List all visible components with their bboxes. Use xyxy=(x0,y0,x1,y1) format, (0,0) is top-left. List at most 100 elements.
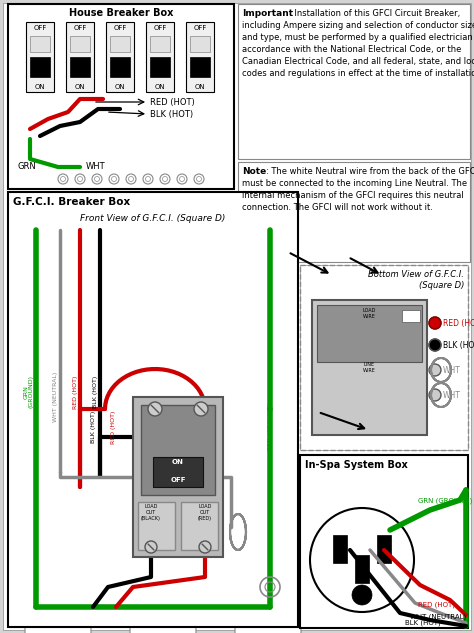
Bar xyxy=(133,397,223,557)
Bar xyxy=(190,36,210,52)
Bar xyxy=(153,457,203,487)
Text: BLK (HOT): BLK (HOT) xyxy=(405,620,441,627)
Bar xyxy=(312,300,427,435)
Text: G.F.C.I. Breaker Box: G.F.C.I. Breaker Box xyxy=(13,197,130,207)
Bar xyxy=(186,22,214,92)
Bar xyxy=(300,265,468,450)
Bar xyxy=(300,455,468,628)
Bar xyxy=(8,4,234,189)
Bar xyxy=(70,36,90,52)
Text: ON: ON xyxy=(115,84,125,90)
Text: ON: ON xyxy=(35,84,46,90)
Text: LOAD
OUT
(BLACK): LOAD OUT (BLACK) xyxy=(141,504,161,520)
Text: codes and regulations in effect at the time of installation.: codes and regulations in effect at the t… xyxy=(242,69,474,78)
Text: RED (HOT): RED (HOT) xyxy=(73,375,78,409)
Text: ON: ON xyxy=(195,84,205,90)
Circle shape xyxy=(310,508,414,612)
Text: LOAD
WIRE: LOAD WIRE xyxy=(362,308,376,319)
Text: OFF: OFF xyxy=(33,25,46,31)
FancyBboxPatch shape xyxy=(25,615,91,633)
Bar xyxy=(181,502,218,550)
Text: Important: Important xyxy=(242,9,293,18)
Text: GRN
(GROUND): GRN (GROUND) xyxy=(23,375,34,408)
Text: internal mechanism of the GFCI requires this neutral: internal mechanism of the GFCI requires … xyxy=(242,191,464,200)
Circle shape xyxy=(199,541,211,553)
Text: : Installation of this GFCI Circuit Breaker,: : Installation of this GFCI Circuit Brea… xyxy=(289,9,460,18)
Text: OFF: OFF xyxy=(170,477,186,483)
Circle shape xyxy=(429,364,441,376)
Bar xyxy=(333,535,347,563)
Circle shape xyxy=(352,585,372,605)
Circle shape xyxy=(429,317,441,329)
Text: ON: ON xyxy=(75,84,85,90)
Bar xyxy=(30,36,50,52)
Text: GRN (GROUND): GRN (GROUND) xyxy=(418,497,472,503)
Bar xyxy=(402,310,420,322)
Text: OFF: OFF xyxy=(113,25,127,31)
Text: House Breaker Box: House Breaker Box xyxy=(69,8,173,18)
Bar xyxy=(66,22,94,92)
Text: GRN: GRN xyxy=(18,162,37,171)
Bar xyxy=(30,57,50,77)
Bar xyxy=(317,305,422,362)
Bar xyxy=(70,57,90,77)
Text: Bottom View of G.F.C.I.: Bottom View of G.F.C.I. xyxy=(368,270,464,279)
Bar xyxy=(300,265,468,450)
Circle shape xyxy=(429,339,441,351)
Text: WHT: WHT xyxy=(443,366,461,375)
Circle shape xyxy=(148,402,162,416)
Text: OFF: OFF xyxy=(193,25,207,31)
Bar xyxy=(377,535,391,563)
Text: RED (HOT): RED (HOT) xyxy=(111,410,116,444)
Bar xyxy=(138,502,175,550)
Text: In-Spa System Box: In-Spa System Box xyxy=(305,460,408,470)
Circle shape xyxy=(429,389,441,401)
Text: OFF: OFF xyxy=(153,25,167,31)
Text: (Square D): (Square D) xyxy=(419,281,464,290)
Bar xyxy=(238,162,470,262)
Text: BLK (HOT): BLK (HOT) xyxy=(93,376,98,408)
Text: including Ampere sizing and selection of conductor size: including Ampere sizing and selection of… xyxy=(242,21,474,30)
Text: Front View of G.F.C.I. (Square D): Front View of G.F.C.I. (Square D) xyxy=(80,214,226,223)
Text: RED (HOT): RED (HOT) xyxy=(150,98,195,107)
Text: Canadian Electrical Code, and all federal, state, and local: Canadian Electrical Code, and all federa… xyxy=(242,57,474,66)
Text: RED (HOT): RED (HOT) xyxy=(418,602,455,608)
Bar xyxy=(26,22,54,92)
Text: GRN (GROUND): GRN (GROUND) xyxy=(268,403,273,451)
Bar xyxy=(106,22,134,92)
Text: ON: ON xyxy=(155,84,165,90)
Bar xyxy=(355,555,369,583)
Bar xyxy=(110,36,130,52)
Bar xyxy=(8,192,298,627)
Text: : The white Neutral wire from the back of the GFCI: : The white Neutral wire from the back o… xyxy=(266,167,474,176)
Text: WHT (NEUTRAL): WHT (NEUTRAL) xyxy=(53,372,58,422)
Text: WHT: WHT xyxy=(443,391,461,400)
Bar xyxy=(141,405,215,495)
Text: ON: ON xyxy=(172,459,184,465)
Text: OFF: OFF xyxy=(73,25,87,31)
Bar xyxy=(146,22,174,92)
Text: WHT (NEUTRAL): WHT (NEUTRAL) xyxy=(410,613,466,620)
Circle shape xyxy=(145,541,157,553)
Text: LINE
WIRE: LINE WIRE xyxy=(363,362,375,373)
Text: must be connected to the incoming Line Neutral. The: must be connected to the incoming Line N… xyxy=(242,179,467,188)
Circle shape xyxy=(429,317,441,329)
Bar xyxy=(238,4,470,159)
Bar xyxy=(110,57,130,77)
Text: BLK (HOT): BLK (HOT) xyxy=(443,341,474,350)
Text: accordance with the National Electrical Code, or the: accordance with the National Electrical … xyxy=(242,45,461,54)
Text: BLK (HOT): BLK (HOT) xyxy=(150,110,193,119)
Text: Note: Note xyxy=(242,167,266,176)
Bar xyxy=(190,57,210,77)
Bar xyxy=(150,57,170,77)
Text: RED (HOT): RED (HOT) xyxy=(443,319,474,328)
Text: and type, must be performed by a qualified electrician in: and type, must be performed by a qualifi… xyxy=(242,33,474,42)
FancyBboxPatch shape xyxy=(130,615,196,633)
Text: LOAD
OUT
(RED): LOAD OUT (RED) xyxy=(198,504,212,520)
Circle shape xyxy=(194,402,208,416)
Bar xyxy=(150,36,170,52)
Text: connection. The GFCI will not work without it.: connection. The GFCI will not work witho… xyxy=(242,203,433,212)
Text: BLK (HOT): BLK (HOT) xyxy=(91,411,96,443)
Circle shape xyxy=(429,339,441,351)
FancyBboxPatch shape xyxy=(235,615,301,633)
